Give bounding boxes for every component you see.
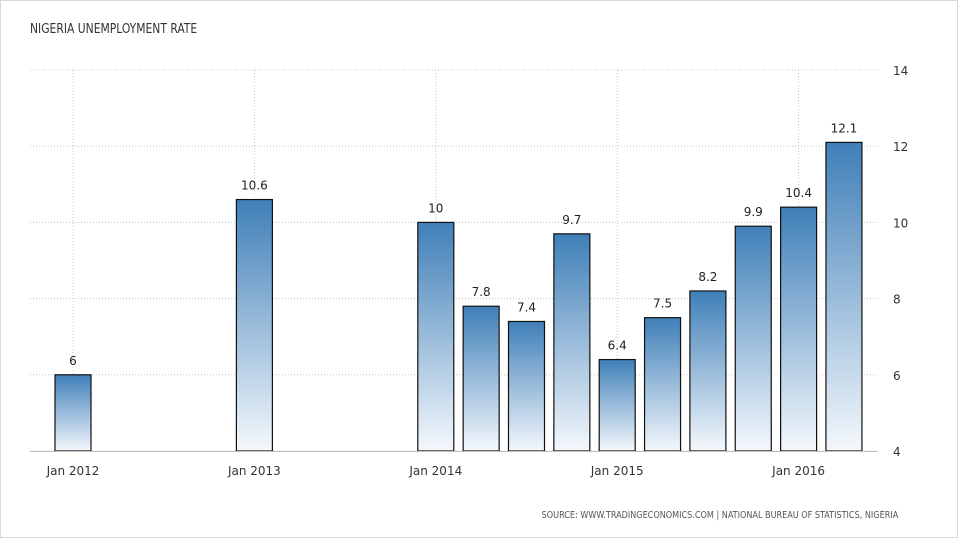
data-label-2016-Q1: 10.4 [785, 186, 812, 200]
y-tick-label-10: 10 [893, 216, 908, 230]
data-label-2015-Q1: 6.4 [608, 339, 627, 353]
bar-2014-Q2[interactable] [462, 305, 500, 452]
chart-source: SOURCE: WWW.TRADINGECONOMICS.COM | NATIO… [541, 510, 898, 521]
bar-2013-Q1[interactable] [235, 198, 273, 452]
data-label-2014-Q4: 9.7 [562, 213, 581, 227]
bar-2014-Q3[interactable] [507, 320, 546, 452]
x-tick-label-3: Jan 2015 [590, 464, 644, 478]
data-label-2015-Q3: 8.2 [698, 270, 717, 284]
label-layer: 6 10.6 10 7.8 7.4 9.7 6.4 7.5 8.2 9.9 10.4 12.1 [69, 121, 857, 367]
axis-layer: 4 6 8 10 12 14 Jan 2012 Jan 2013 Jan 2014 Jan 201… [30, 64, 908, 478]
data-label-2015-Q2: 7.5 [653, 297, 672, 311]
data-label-2014-Q1: 10 [428, 201, 443, 215]
bar-2015-Q4[interactable] [734, 225, 772, 452]
bar-2015-Q3[interactable] [689, 290, 727, 452]
y-tick-label-4: 4 [893, 445, 901, 459]
bar-2015-Q1[interactable] [598, 358, 636, 452]
bar-2014-Q4[interactable] [553, 233, 591, 452]
data-label-2014-Q3: 7.4 [517, 300, 536, 314]
data-label-2013-Q1: 10.6 [241, 179, 268, 193]
x-tick-label-1: Jan 2013 [227, 464, 281, 478]
chart-title: NIGERIA UNEMPLOYMENT RATE [30, 22, 198, 37]
y-tick-label-14: 14 [893, 64, 908, 78]
bar-2012-Q1[interactable] [54, 374, 92, 452]
x-tick-label-4: Jan 2016 [771, 464, 825, 478]
bar-2015-Q2[interactable] [643, 317, 682, 452]
data-label-2014-Q2: 7.8 [472, 285, 491, 299]
data-label-2015-Q4: 9.9 [744, 205, 763, 219]
data-label-2012-Q1: 6 [69, 354, 77, 368]
x-tick-label-2: Jan 2014 [408, 464, 462, 478]
x-tick-label-0: Jan 2012 [46, 464, 100, 478]
bar-2016-Q2[interactable] [825, 141, 863, 452]
data-label-2016-Q2: 12.1 [831, 121, 858, 135]
bar-layer [54, 141, 863, 452]
bar-2016-Q1[interactable] [779, 206, 818, 452]
y-tick-label-8: 8 [893, 293, 901, 307]
bar-2014-Q1[interactable] [417, 221, 455, 452]
y-tick-label-12: 12 [893, 140, 908, 154]
y-tick-label-6: 6 [893, 369, 901, 383]
